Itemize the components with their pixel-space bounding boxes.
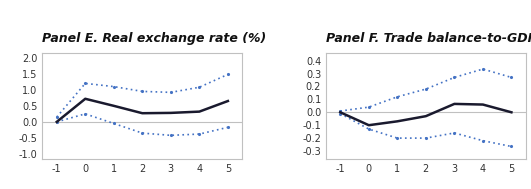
Text: Panel E. Real exchange rate (%): Panel E. Real exchange rate (%)	[42, 32, 267, 45]
Text: Panel F. Trade balance-to-GDP ratio (ppt): Panel F. Trade balance-to-GDP ratio (ppt…	[326, 32, 531, 45]
